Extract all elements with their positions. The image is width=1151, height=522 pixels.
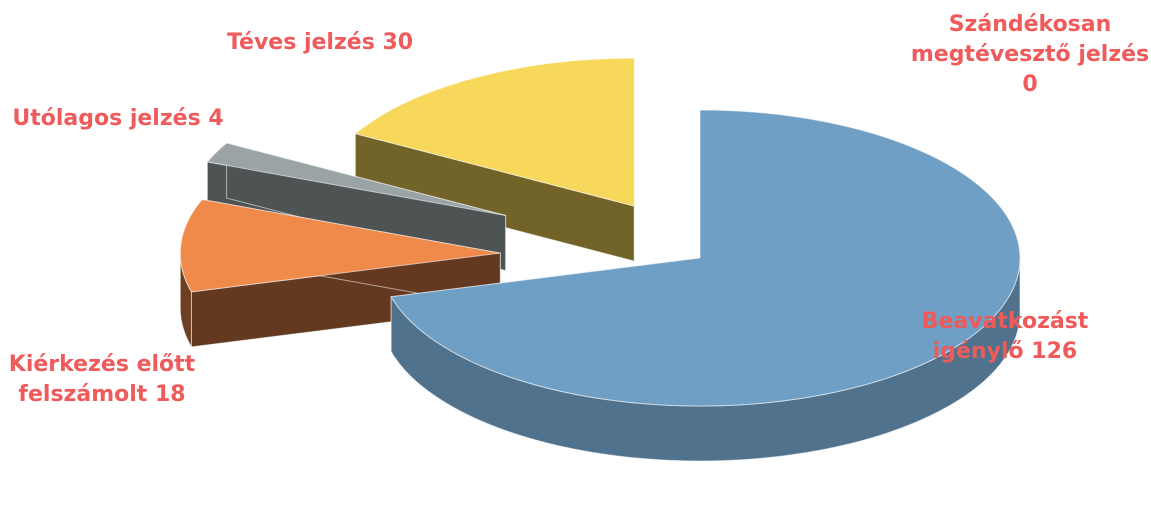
- slice-ki-rkez-s-el-tt-felsz-molt: [179, 198, 501, 348]
- label-teves-jelzes: Téves jelzés 30: [226, 30, 414, 55]
- slice-top: [179, 198, 501, 293]
- slice-top: [390, 109, 1021, 407]
- label-beavatkozast-igenylo: Beavatkozást igénylő 126: [921, 309, 1089, 364]
- slice-top: [354, 57, 635, 207]
- label-szandekosan-megteveszto-jelzes: Szándékosan megtévesztő jelzés 0: [910, 12, 1150, 97]
- slice-beavatkoz-st-ig-nyl-: [390, 109, 1021, 462]
- slice-top: [206, 142, 507, 217]
- slice-t-ves-jelz-s: [354, 57, 635, 262]
- label-kierkezes-elott-felszamolt: Kiérkezés előtt felszámolt 18: [8, 352, 196, 407]
- pie-slices: [179, 57, 1021, 462]
- label-utolagos-jelzes: Utólagos jelzés 4: [12, 106, 224, 131]
